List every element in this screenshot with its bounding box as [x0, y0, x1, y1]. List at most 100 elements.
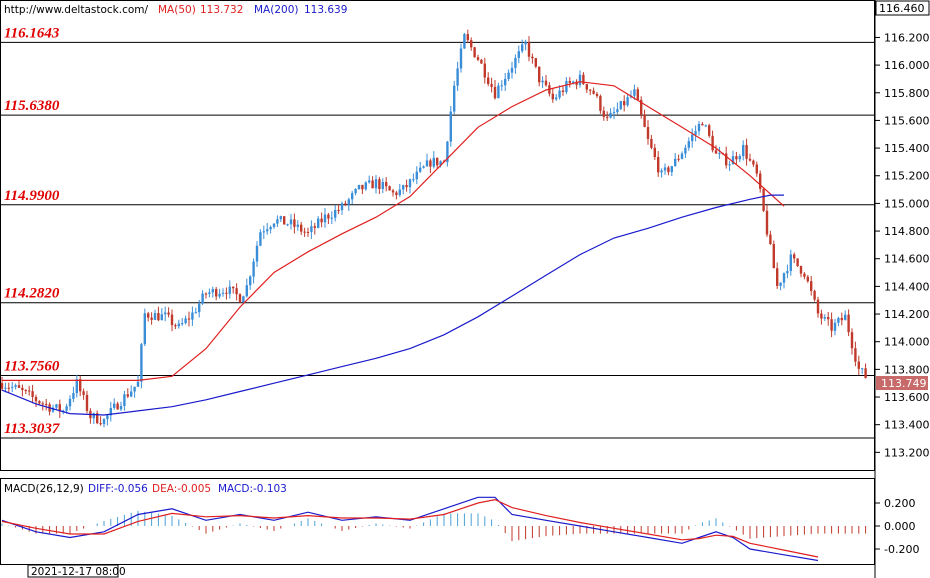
candle-down	[606, 116, 609, 118]
candle-up	[228, 286, 231, 294]
candle-up	[272, 223, 276, 227]
candle-up	[123, 394, 126, 406]
ma200-line	[1, 194, 784, 416]
candle-down	[225, 292, 228, 294]
candle-down	[395, 192, 398, 196]
candle-down	[99, 423, 102, 425]
candle-up	[694, 131, 697, 135]
candle-down	[585, 84, 588, 90]
level-label: 113.7560	[4, 358, 60, 374]
candle-down	[830, 319, 833, 331]
candle-up	[674, 158, 677, 167]
candle-up	[687, 141, 690, 148]
ma50-value: 113.732	[200, 4, 243, 16]
candle-down	[126, 394, 129, 397]
candle-down	[215, 289, 218, 297]
candle-down	[283, 216, 286, 225]
candle-up	[704, 125, 707, 127]
candle-down	[487, 77, 490, 84]
candle-down	[466, 34, 469, 41]
candle-up	[619, 101, 622, 110]
candle-up	[412, 179, 415, 181]
candle-down	[82, 391, 85, 395]
candle-up	[340, 203, 344, 211]
candle-up	[504, 78, 507, 86]
price-tick-label: 113.400	[884, 419, 930, 432]
candle-up	[364, 182, 367, 190]
candle-down	[820, 313, 823, 319]
candle-up	[259, 232, 262, 246]
candle-down	[21, 387, 24, 391]
candle-up	[102, 419, 106, 425]
ma50-line	[2, 81, 785, 381]
candle-down	[769, 234, 772, 245]
candle-up	[837, 317, 840, 323]
candle-down	[232, 286, 235, 289]
candle-up	[555, 97, 558, 100]
candle-up	[521, 44, 524, 52]
candle-down	[0, 383, 4, 389]
candle-up	[408, 179, 412, 188]
candle-up	[357, 184, 361, 189]
candle-down	[34, 396, 38, 402]
candle-down	[327, 214, 330, 219]
candle-down	[45, 404, 48, 406]
candle-down	[582, 74, 585, 85]
candle-up	[368, 180, 371, 183]
candle-up	[242, 296, 245, 303]
candle-up	[181, 323, 184, 325]
candle-up	[330, 217, 333, 219]
candle-up	[381, 182, 384, 189]
candle-up	[419, 167, 422, 172]
candle-down	[643, 114, 646, 127]
candle-up	[323, 214, 327, 223]
candle-down	[653, 147, 656, 158]
candle-down	[41, 403, 44, 405]
candle-up	[718, 153, 721, 155]
candle-up	[266, 229, 269, 232]
candle-up	[449, 111, 452, 142]
candle-up	[500, 85, 503, 87]
candle-down	[235, 288, 238, 295]
candle-up	[398, 189, 401, 196]
price-tick-label: 114.000	[884, 336, 930, 349]
candle-up	[75, 379, 78, 394]
candle-up	[252, 261, 255, 277]
candle-up	[572, 81, 575, 84]
candle-down	[776, 268, 779, 286]
candle-up	[55, 404, 58, 408]
candle-down	[480, 59, 483, 64]
macd-tick-label: 0.200	[884, 497, 916, 510]
price-tick-label: 114.600	[884, 253, 930, 266]
candle-up	[310, 226, 313, 232]
price-tick-label: 113.600	[884, 391, 930, 404]
candle-up	[51, 407, 55, 412]
price-tick-label: 115.400	[884, 142, 930, 155]
website-label[interactable]: http://www.deltastock.com/	[4, 4, 149, 16]
candle-down	[602, 110, 605, 117]
candle-down	[17, 385, 21, 388]
candle-down	[28, 390, 31, 392]
candle-up	[164, 312, 167, 315]
candle-down	[147, 313, 150, 318]
candle-down	[725, 153, 728, 166]
candle-up	[514, 57, 517, 68]
candle-up	[439, 161, 442, 166]
candle-up	[463, 34, 466, 49]
level-label: 113.3037	[4, 421, 60, 437]
candle-up	[334, 209, 337, 218]
candle-up	[109, 407, 112, 416]
candle-up	[92, 413, 95, 419]
candle-up	[578, 74, 582, 85]
candle-down	[599, 95, 602, 111]
macd-dea-line	[1, 498, 819, 558]
candle-down	[864, 368, 867, 378]
candle-up	[660, 170, 663, 173]
candle-down	[701, 123, 704, 126]
candle-down	[116, 403, 119, 410]
candle-down	[735, 156, 738, 160]
candle-down	[150, 317, 153, 320]
candle-down	[361, 184, 364, 190]
candle-down	[708, 125, 711, 136]
candle-up	[446, 141, 449, 163]
